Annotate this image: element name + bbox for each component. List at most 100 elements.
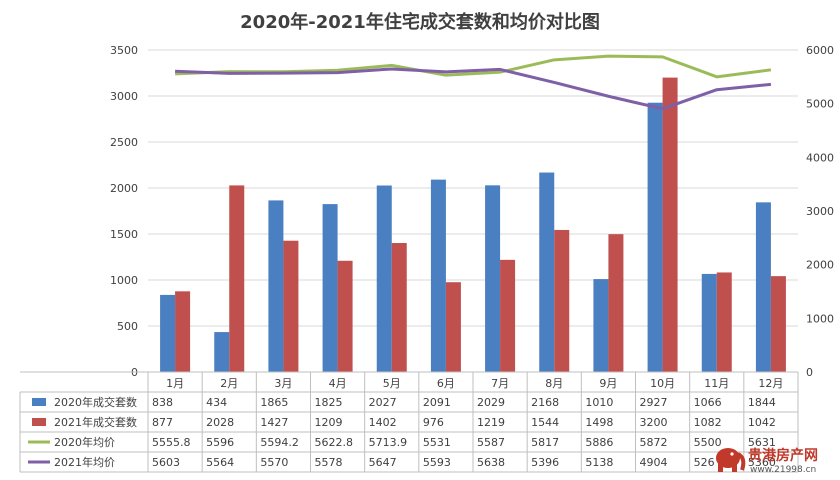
data-label: 5578 [315, 456, 343, 469]
right-tick-label: 6000 [806, 44, 834, 57]
series-line-2021 [175, 67, 772, 111]
data-label: 5596 [206, 436, 234, 449]
data-label: 2027 [369, 396, 397, 409]
left-tick-label: 1500 [110, 228, 138, 241]
data-label: 5564 [206, 456, 234, 469]
legend-label: 2020年成交套数 [54, 395, 137, 409]
data-label: 1498 [585, 416, 613, 429]
month-label: 1月 [166, 377, 184, 390]
right-axis: 0 1000 2000 3000 4000 5000 6000 [806, 44, 834, 379]
data-label: 5138 [585, 456, 613, 469]
data-label: 1865 [260, 396, 288, 409]
bar-2020 [430, 179, 446, 372]
right-tick-label: 4000 [806, 151, 834, 164]
bar-2020 [376, 185, 392, 372]
legend-swatch [32, 418, 46, 426]
data-label: 2091 [423, 396, 451, 409]
month-label: 7月 [491, 377, 509, 390]
bar-2020 [755, 202, 771, 372]
data-label: 3200 [640, 416, 668, 429]
legend-label: 2021年成交套数 [54, 415, 137, 429]
data-label: 5531 [423, 436, 451, 449]
data-label: 5603 [152, 456, 180, 469]
data-label: 1042 [748, 416, 776, 429]
brand-logo: 贵港房产网 www.21998.cn [716, 447, 818, 475]
data-label: 5886 [585, 436, 613, 449]
left-tick-label: 3000 [110, 90, 138, 103]
data-label: 5570 [260, 456, 288, 469]
data-label: 1825 [315, 396, 343, 409]
data-label: 5593 [423, 456, 451, 469]
data-label: 1544 [531, 416, 559, 429]
month-label: 11月 [704, 377, 729, 390]
data-label: 1844 [748, 396, 776, 409]
data-label: 2028 [206, 416, 234, 429]
data-label: 1209 [315, 416, 343, 429]
data-table: 1月 2月 3月 4月 5月 6月 7月 8月 9月 10月 11月 12月 2020年成交套数 838 4… [19, 371, 799, 473]
data-label: 5594.2 [260, 436, 299, 449]
data-label: 5396 [531, 456, 559, 469]
bars [160, 77, 786, 372]
data-label: 2029 [477, 396, 505, 409]
elephant-logo-icon [716, 448, 746, 472]
chart-title: 2020年-2021年住宅成交套数和均价对比图 [240, 11, 600, 33]
left-tick-label: 2000 [110, 182, 138, 195]
brand-url: www.21998.cn [750, 465, 816, 475]
legend-label: 2020年均价 [54, 435, 115, 449]
data-label: 5872 [640, 436, 668, 449]
bar-2020 [539, 172, 555, 372]
right-tick-label: 2000 [806, 259, 834, 272]
data-label: 1082 [694, 416, 722, 429]
bar-2021 [337, 260, 353, 372]
data-label: 5638 [477, 456, 505, 469]
data-label: 976 [423, 416, 444, 429]
bar-2021 [554, 229, 570, 372]
bar-2021 [716, 272, 732, 372]
bar-2020 [701, 273, 717, 372]
bar-2021 [283, 240, 299, 372]
data-label: 877 [152, 416, 173, 429]
month-label: 12月 [758, 377, 783, 390]
gridlines [148, 49, 798, 327]
right-tick-label: 1000 [806, 312, 834, 325]
bar-2020 [322, 204, 338, 372]
bar-2020 [593, 279, 609, 372]
right-tick-label: 0 [806, 366, 813, 379]
month-label: 10月 [650, 377, 675, 390]
right-tick-label: 3000 [806, 205, 834, 218]
bar-2020 [647, 102, 663, 372]
data-label: 5587 [477, 436, 505, 449]
bar-2021 [445, 282, 461, 372]
legend-swatch [32, 398, 46, 406]
data-label: 526 [694, 456, 715, 469]
data-label: 1066 [694, 396, 722, 409]
data-label: 1402 [369, 416, 397, 429]
month-label: 4月 [329, 377, 347, 390]
data-label: 434 [206, 396, 227, 409]
left-tick-label: 3500 [110, 44, 138, 57]
data-label: 5817 [531, 436, 559, 449]
bar-2020 [214, 332, 230, 372]
data-label: 5713.9 [369, 436, 408, 449]
data-label: 5631 [748, 436, 776, 449]
month-label: 9月 [599, 377, 617, 390]
bar-2021 [391, 243, 407, 372]
left-tick-label: 500 [117, 320, 138, 333]
bar-2020 [485, 185, 501, 372]
bar-2021 [229, 185, 245, 372]
data-label: 1010 [585, 396, 613, 409]
data-label: 4904 [640, 456, 668, 469]
month-label: 6月 [437, 377, 455, 390]
data-label: 1427 [260, 416, 288, 429]
data-label: 2168 [531, 396, 559, 409]
left-tick-label: 1000 [110, 274, 138, 287]
right-tick-label: 5000 [806, 98, 834, 111]
month-label: 2月 [220, 377, 238, 390]
bar-2021 [770, 276, 786, 372]
data-label: 5555.8 [152, 436, 191, 449]
data-label: 1219 [477, 416, 505, 429]
data-label: 5500 [694, 436, 722, 449]
data-label: 5647 [369, 456, 397, 469]
